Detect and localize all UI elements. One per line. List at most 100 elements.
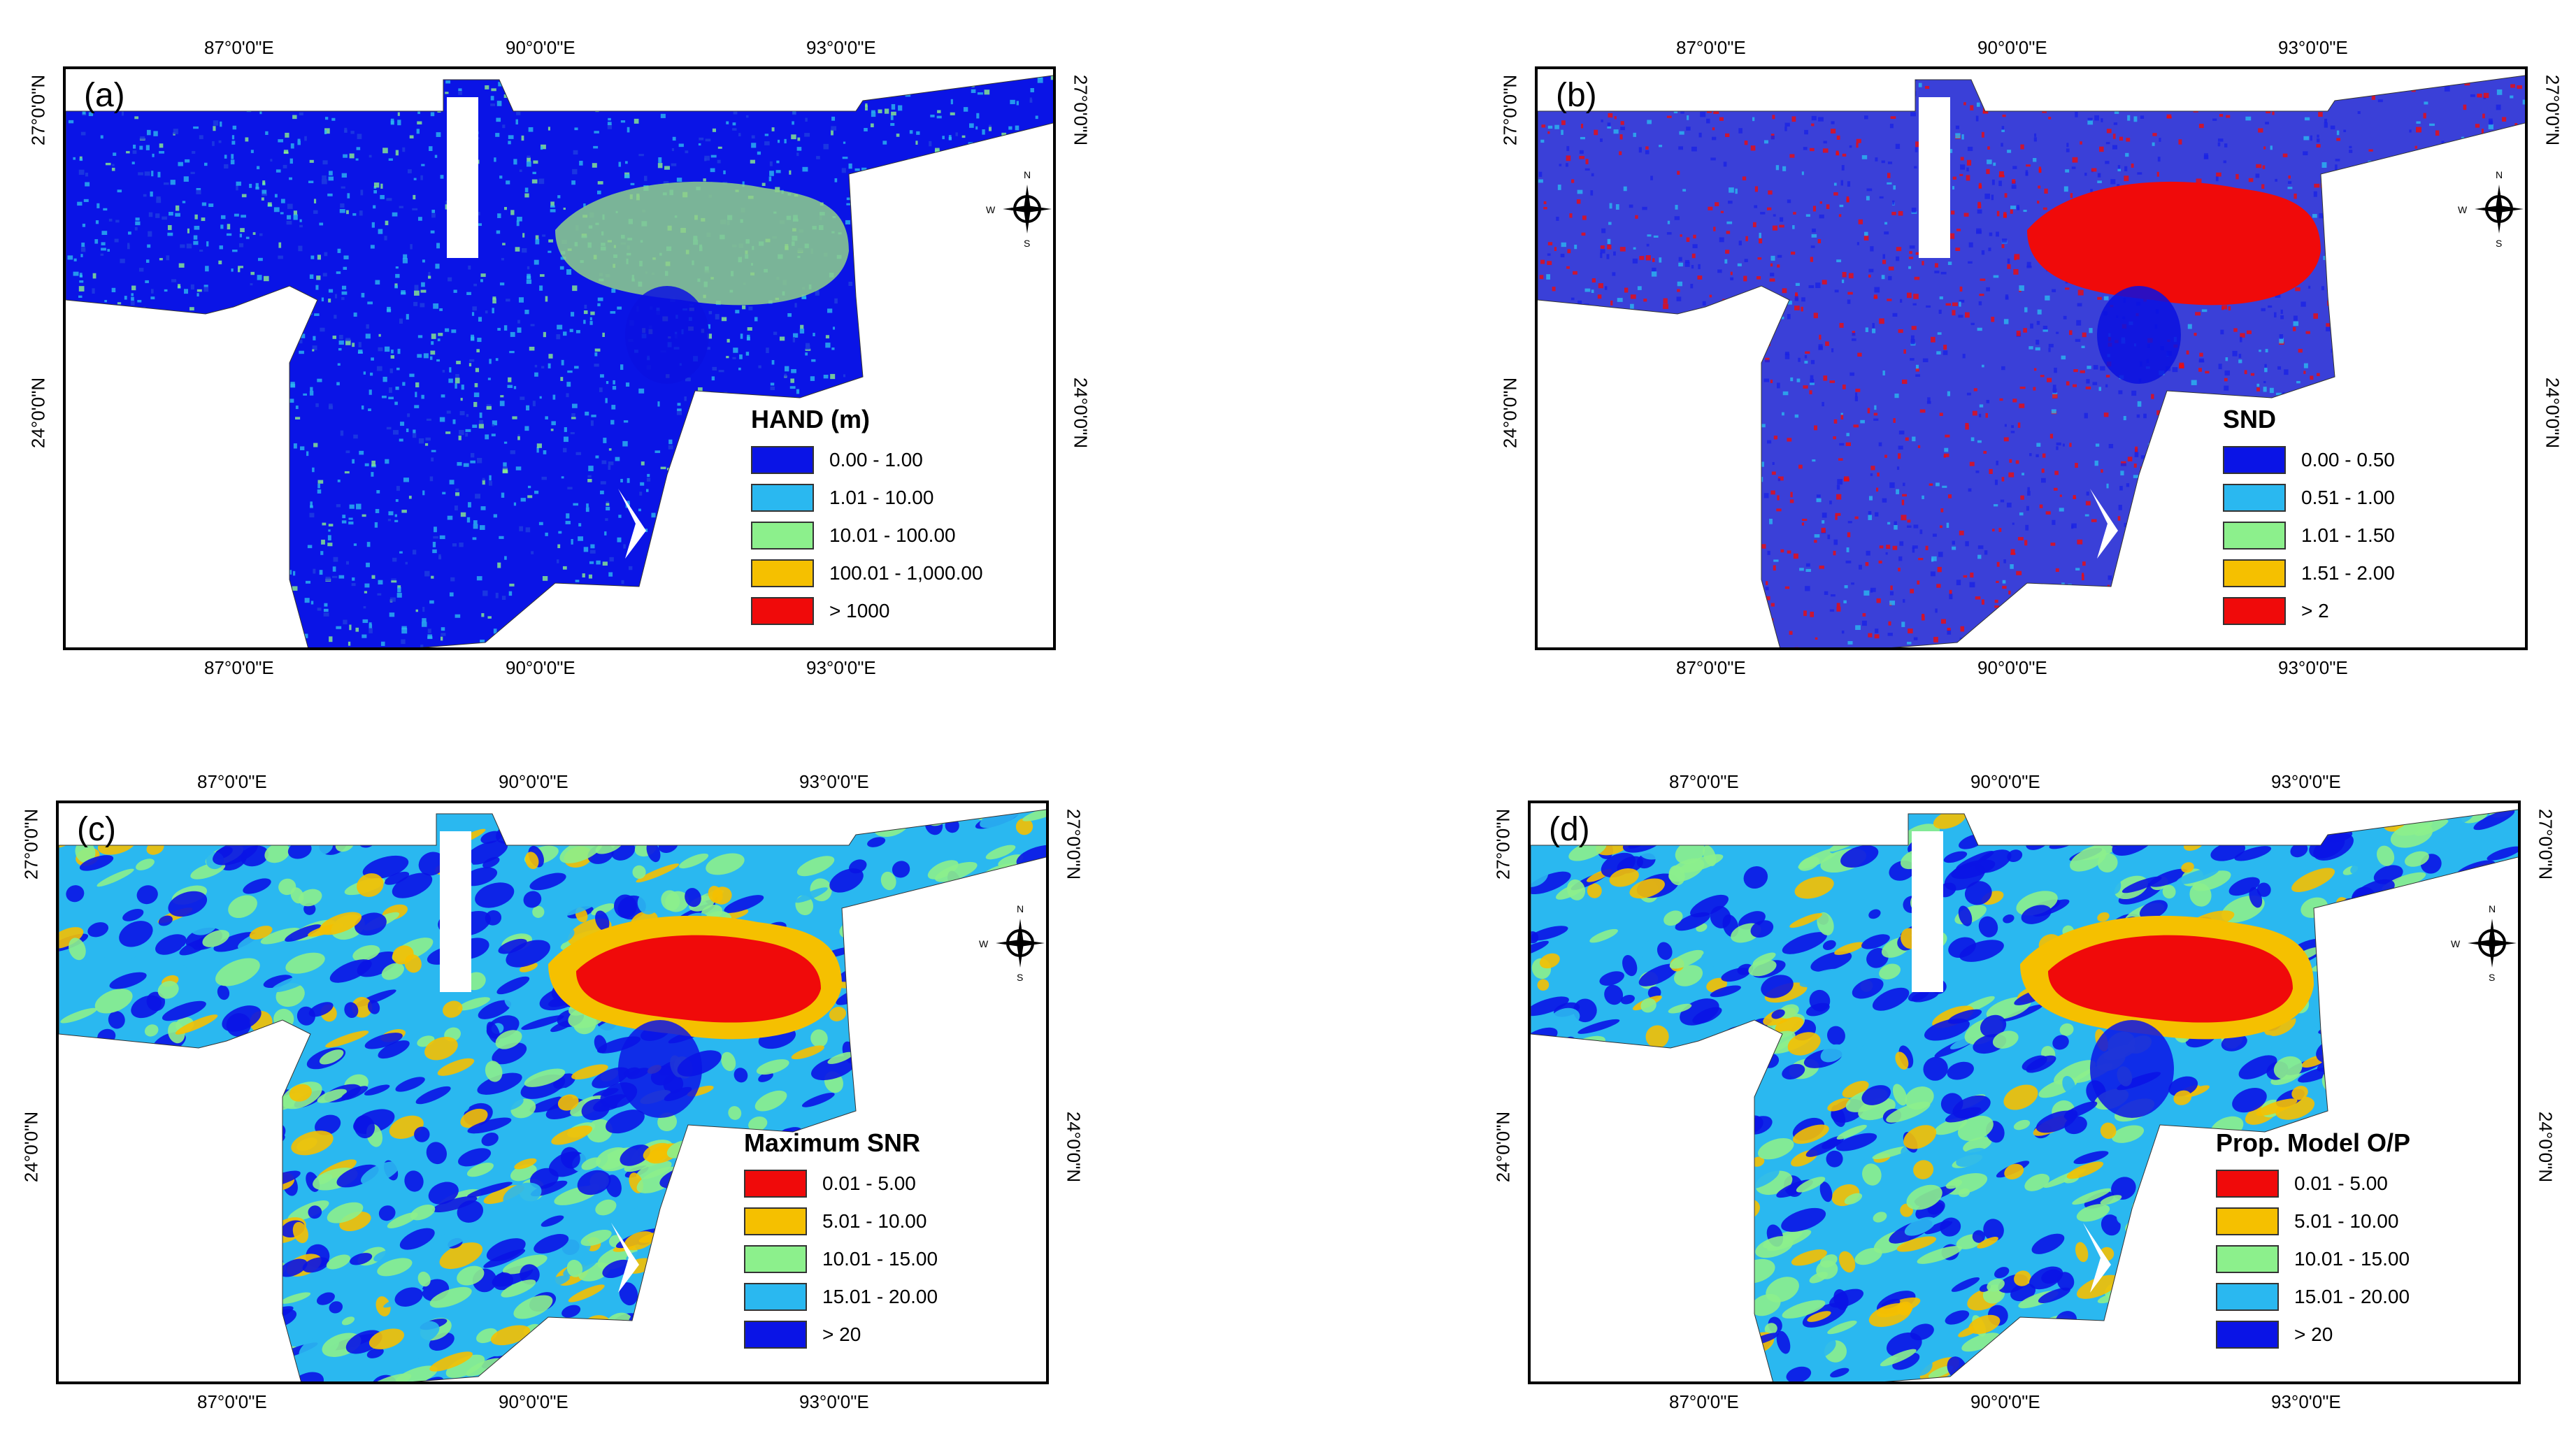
lon-tick-bottom: 93°0'0"E xyxy=(799,1391,869,1412)
map-panel-a: (a)NSEWHAND (m)0.00 - 1.001.01 - 10.0010… xyxy=(28,37,1092,678)
lon-tick-top: 87°0'0"E xyxy=(204,37,274,58)
legend-item: > 20 xyxy=(744,1316,938,1354)
lon-tick-top: 90°0'0"E xyxy=(1970,771,2040,792)
legend-swatch xyxy=(751,597,814,625)
compass-s-label: S xyxy=(1024,238,1031,249)
compass-w-label: W xyxy=(2458,204,2468,215)
legend-label: 0.00 - 1.00 xyxy=(829,449,923,471)
legend-item: 5.01 - 10.00 xyxy=(2216,1202,2410,1240)
lon-tick-bottom: 87°0'0"E xyxy=(1676,657,1746,678)
legend-swatch xyxy=(744,1207,807,1235)
legend-item: 0.51 - 1.00 xyxy=(2223,479,2395,517)
lon-tick-bottom: 90°0'0"E xyxy=(499,1391,568,1412)
compass-n-label: N xyxy=(1024,169,1031,180)
lon-tick-bottom: 87°0'0"E xyxy=(197,1391,267,1412)
legend-swatch xyxy=(2223,484,2286,512)
legend-item: > 2 xyxy=(2223,592,2395,630)
north-arrow-icon: NSEW xyxy=(979,903,1046,983)
lat-tick-left: 27°0'0"N xyxy=(20,808,42,880)
legend-swatch xyxy=(2216,1245,2279,1273)
legend: HAND (m) 0.00 - 1.00 1.01 - 10.00 10.01 - 1… xyxy=(751,405,983,630)
legend-label: 0.51 - 1.00 xyxy=(2301,487,2395,508)
panel-label: (b) xyxy=(1556,77,1597,114)
lat-tick-left: 24°0'0"N xyxy=(1492,1111,1514,1183)
legend-item: 15.01 - 20.00 xyxy=(2216,1278,2410,1316)
legend-label: 0.01 - 5.00 xyxy=(822,1172,916,1194)
legend-swatch xyxy=(2216,1207,2279,1235)
map-raster xyxy=(66,75,1053,647)
lat-tick-right: 24°0'0"N xyxy=(1063,1111,1085,1183)
lon-tick-top: 87°0'0"E xyxy=(1669,771,1739,792)
lat-tick-right: 27°0'0"N xyxy=(1063,808,1085,880)
lon-tick-top: 93°0'0"E xyxy=(2278,37,2348,58)
legend-item: > 1000 xyxy=(751,592,983,630)
legend-label: 5.01 - 10.00 xyxy=(2294,1210,2399,1232)
legend-item: > 20 xyxy=(2216,1316,2410,1354)
legend-item: 5.01 - 10.00 xyxy=(744,1202,938,1240)
map-canvas xyxy=(1531,809,2518,1381)
legend-swatch xyxy=(751,446,814,474)
lat-tick-right: 27°0'0"N xyxy=(1070,74,1092,146)
compass-w-label: W xyxy=(986,204,996,215)
lon-tick-bottom: 93°0'0"E xyxy=(806,657,876,678)
lat-tick-left: 24°0'0"N xyxy=(1499,377,1521,449)
legend-swatch xyxy=(751,484,814,512)
compass-n-label: N xyxy=(2496,169,2503,180)
lon-tick-bottom: 90°0'0"E xyxy=(1977,657,2047,678)
legend-title: Prop. Model O/P xyxy=(2216,1128,2411,1157)
legend-label: 15.01 - 20.00 xyxy=(822,1286,938,1307)
north-arrow-icon: NSEW xyxy=(986,169,1053,249)
lon-tick-bottom: 87°0'0"E xyxy=(204,657,274,678)
lon-tick-top: 90°0'0"E xyxy=(506,37,575,58)
legend-label: > 20 xyxy=(822,1323,861,1345)
lat-tick-left: 27°0'0"N xyxy=(1499,74,1521,146)
legend-title: Maximum SNR xyxy=(744,1128,921,1157)
lon-tick-bottom: 87°0'0"E xyxy=(1669,1391,1739,1412)
legend-title: SND xyxy=(2223,405,2277,433)
legend-label: 0.00 - 0.50 xyxy=(2301,449,2395,471)
legend-swatch xyxy=(751,522,814,550)
legend-label: > 2 xyxy=(2301,600,2329,622)
north-arrow-icon: NSEW xyxy=(2458,169,2525,249)
legend-item: 0.00 - 0.50 xyxy=(2223,441,2395,479)
lat-tick-right: 27°0'0"N xyxy=(2542,74,2563,146)
legend-item: 15.01 - 20.00 xyxy=(744,1278,938,1316)
north-arrow-icon: NSEW xyxy=(2451,903,2518,983)
compass-n-label: N xyxy=(1017,903,1024,914)
legend-label: 1.01 - 1.50 xyxy=(2301,524,2395,546)
legend-item: 1.01 - 10.00 xyxy=(751,479,983,517)
lat-tick-left: 27°0'0"N xyxy=(27,74,49,146)
lat-tick-left: 24°0'0"N xyxy=(20,1111,42,1183)
compass-w-label: W xyxy=(2451,938,2461,949)
map-canvas xyxy=(59,809,1046,1381)
legend-label: 1.01 - 10.00 xyxy=(829,487,934,508)
map-frame: (a)NSEWHAND (m)0.00 - 1.001.01 - 10.0010… xyxy=(63,66,1056,650)
legend-swatch xyxy=(2223,446,2286,474)
legend-label: 15.01 - 20.00 xyxy=(2294,1286,2410,1307)
legend-swatch xyxy=(2223,559,2286,587)
panel-label: (d) xyxy=(1549,811,1590,848)
legend-label: 1.51 - 2.00 xyxy=(2301,562,2395,584)
map-canvas xyxy=(66,75,1053,647)
legend-item: 10.01 - 100.00 xyxy=(751,517,983,554)
lon-tick-bottom: 93°0'0"E xyxy=(2271,1391,2341,1412)
legend-label: 0.01 - 5.00 xyxy=(2294,1172,2388,1194)
lat-tick-right: 27°0'0"N xyxy=(2535,808,2556,880)
lat-tick-right: 24°0'0"N xyxy=(2542,377,2563,449)
lon-tick-top: 93°0'0"E xyxy=(2271,771,2341,792)
legend-title: HAND (m) xyxy=(751,405,870,433)
legend-label: 5.01 - 10.00 xyxy=(822,1210,927,1232)
lon-tick-top: 90°0'0"E xyxy=(1977,37,2047,58)
lon-tick-bottom: 90°0'0"E xyxy=(1970,1391,2040,1412)
legend-item: 0.01 - 5.00 xyxy=(2216,1165,2410,1202)
map-frame: (d) NSEW Prop. Model O/P 0.01 - 5.00 5.01 - … xyxy=(1528,801,2521,1384)
legend: Maximum SNR 0.01 - 5.00 5.01 - 10.00 10.01 … xyxy=(744,1128,938,1354)
lon-tick-top: 87°0'0"E xyxy=(1676,37,1746,58)
map-frame: (b) NSEW SND 0.00 - 0.50 0.51 - 1.00 1.01 - 1… xyxy=(1535,66,2528,650)
lon-tick-bottom: 90°0'0"E xyxy=(506,657,575,678)
legend-item: 10.01 - 15.00 xyxy=(744,1240,938,1278)
lon-tick-bottom: 93°0'0"E xyxy=(2278,657,2348,678)
legend-label: 10.01 - 15.00 xyxy=(822,1248,938,1270)
